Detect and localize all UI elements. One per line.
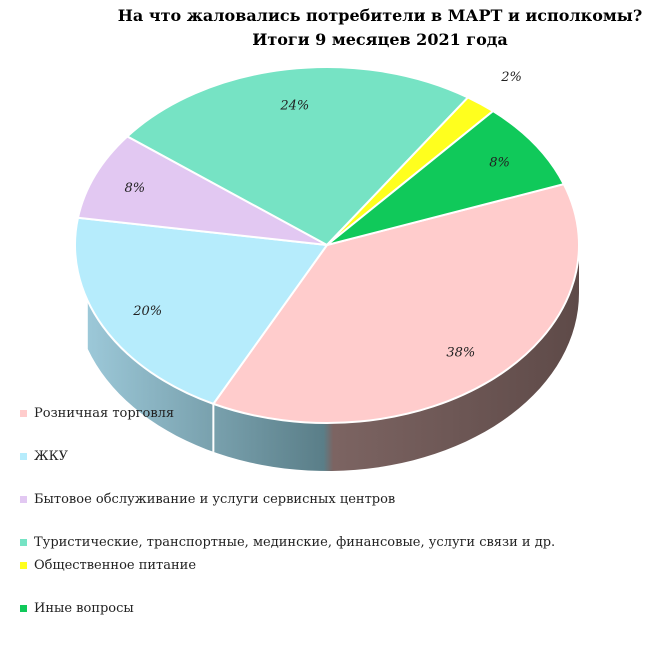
- pie-depth: [87, 245, 580, 471]
- legend-item: Общественное питание: [20, 556, 580, 576]
- data-label: 2%: [500, 70, 522, 85]
- legend-swatch: [20, 539, 27, 546]
- pie-slice: [211, 182, 580, 424]
- pie-slice: [125, 66, 470, 247]
- legend-item: Иные вопросы: [20, 599, 580, 619]
- pie-slice: [76, 135, 328, 246]
- legend-label: Бытовое обслуживание и услуги сервисных …: [34, 492, 396, 507]
- title-line: На что жаловались потребители в МАРТ и и…: [117, 6, 643, 25]
- legend-swatch: [20, 562, 27, 569]
- legend-swatch: [20, 453, 27, 460]
- legend-item: Туристические, транспортные, мединские, …: [20, 533, 580, 553]
- data-label: 24%: [279, 98, 309, 113]
- data-label: 8%: [489, 156, 510, 171]
- pie-slice: [326, 109, 566, 246]
- legend-item: ЖКУ: [20, 447, 580, 467]
- legend-swatch: [20, 496, 27, 503]
- subtitle-line: Итоги 9 месяцев 2021 года: [252, 30, 508, 49]
- legend-swatch: [20, 605, 27, 612]
- legend-item: Бытовое обслуживание и услуги сервисных …: [20, 490, 580, 510]
- pie-side: [87, 245, 580, 471]
- legend: Розничная торговля ЖКУ Бытовое обслуживани…: [20, 404, 580, 642]
- data-label: 38%: [446, 345, 475, 360]
- chart-title: На что жаловались потребители в МАРТ и и…: [110, 4, 650, 52]
- data-label: 8%: [124, 181, 145, 196]
- data-labels: 38% 20% 8% 24% 2% 8%: [124, 70, 521, 361]
- legend-label: Общественное питание: [34, 558, 197, 573]
- legend-label: Розничная торговля: [34, 406, 175, 421]
- pie-slices: [74, 66, 580, 424]
- legend-item: Розничная торговля: [20, 404, 580, 424]
- pie-slice: [74, 216, 329, 406]
- data-label: 20%: [132, 304, 162, 319]
- legend-swatch: [20, 410, 27, 417]
- legend-label: Туристические, транспортные, мединские, …: [34, 535, 556, 550]
- legend-label: Иные вопросы: [34, 601, 134, 616]
- legend-label: ЖКУ: [34, 449, 69, 464]
